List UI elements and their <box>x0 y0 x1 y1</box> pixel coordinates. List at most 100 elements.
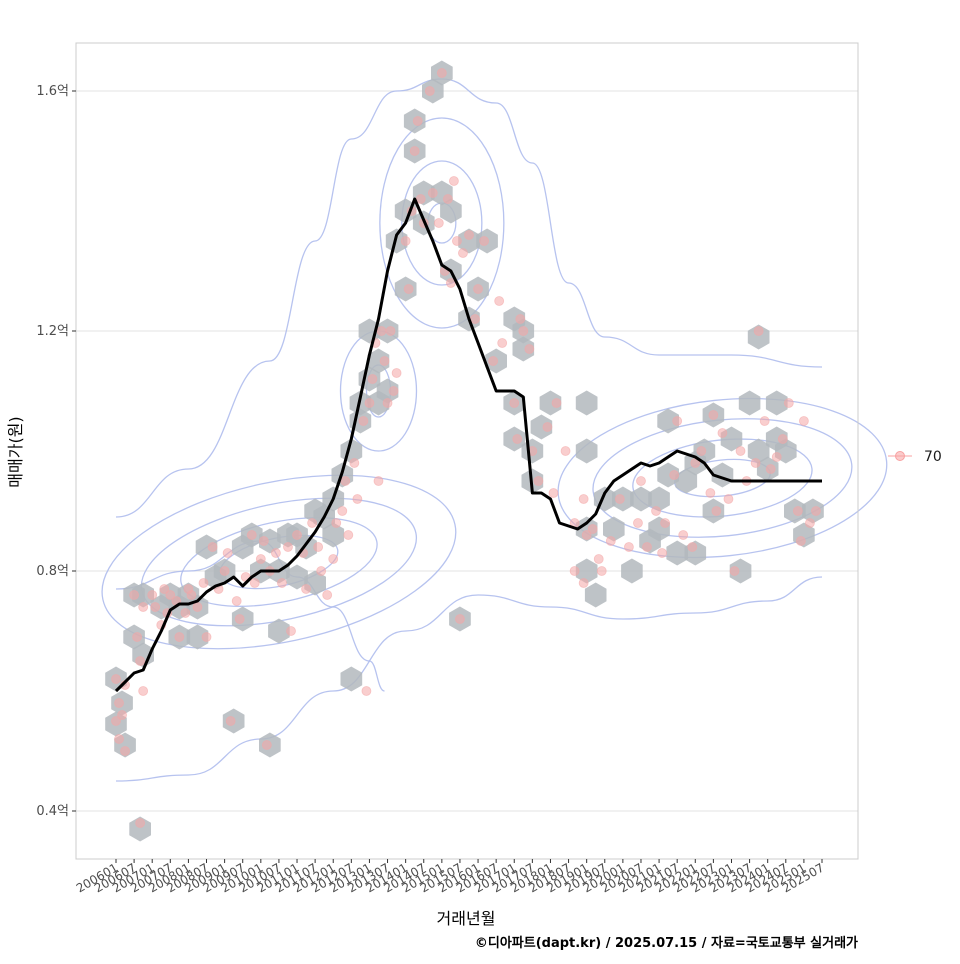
hexbin-cell <box>666 540 688 566</box>
plot-background <box>76 43 858 859</box>
transaction-point <box>711 506 722 516</box>
transaction-point <box>301 584 311 594</box>
x-axis-title: 거래년월 <box>437 909 496 928</box>
transaction-point <box>696 446 707 456</box>
transaction-point <box>343 530 354 540</box>
x-axis: 2006012006072007012007072008012008072009… <box>74 859 827 896</box>
transaction-point <box>150 602 161 612</box>
transaction-point <box>174 632 185 642</box>
y-tick-label: 1.2억 <box>36 324 69 339</box>
hexbin-cell <box>765 390 788 416</box>
transaction-point <box>642 542 652 552</box>
hexbin-cell <box>738 390 761 416</box>
transaction-point <box>805 518 815 528</box>
transaction-point <box>551 398 562 408</box>
transaction-point <box>750 458 761 468</box>
hexbin-cell <box>322 522 345 548</box>
density-contour <box>115 78 823 518</box>
transaction-point <box>231 596 242 606</box>
transaction-point <box>219 566 230 576</box>
hexbin-cell <box>286 564 308 590</box>
transaction-point <box>234 614 245 624</box>
transaction-point <box>385 326 396 336</box>
hexbin-cell <box>603 516 625 542</box>
transaction-point <box>636 476 646 486</box>
transaction-point <box>753 326 764 336</box>
transaction-point <box>198 578 209 588</box>
transaction-point <box>672 416 683 426</box>
hexbin-cell <box>747 438 770 464</box>
transaction-point <box>494 296 505 306</box>
transaction-point <box>581 530 592 540</box>
transaction-point <box>135 818 146 828</box>
transaction-point <box>192 602 203 612</box>
transaction-point <box>138 602 149 612</box>
transaction-point <box>147 590 158 600</box>
transaction-point <box>246 530 257 540</box>
transaction-point <box>180 608 191 618</box>
transaction-point <box>412 116 423 126</box>
transaction-point <box>379 356 390 366</box>
hexbin-cell <box>440 198 462 224</box>
transaction-point <box>331 518 342 528</box>
transaction-point <box>708 410 719 420</box>
hexbin-cell <box>129 816 151 842</box>
hexbin-cell <box>675 468 698 494</box>
transaction-point <box>261 740 272 750</box>
transaction-point <box>795 536 806 546</box>
transaction-point <box>705 488 716 498</box>
transaction-point <box>452 236 462 246</box>
hexbin-cell <box>367 348 390 374</box>
point-layer <box>111 68 821 828</box>
transaction-point <box>165 590 176 600</box>
y-tick-label: 0.4억 <box>36 804 69 819</box>
density-contour <box>115 576 823 782</box>
transaction-point <box>207 542 218 552</box>
transaction-point <box>605 536 616 546</box>
hexbin-cell <box>747 324 770 350</box>
hexbin-cell <box>268 618 290 644</box>
transaction-point <box>138 686 149 696</box>
hexbin-cell <box>458 228 480 254</box>
legend: 70 <box>888 449 942 465</box>
transaction-point <box>633 518 643 528</box>
hexbin-cell <box>195 534 218 560</box>
transaction-point <box>455 614 465 624</box>
transaction-point <box>403 284 414 294</box>
hexbin-cell <box>186 624 209 650</box>
transaction-point <box>542 422 553 432</box>
legend-label: 70 <box>924 449 942 465</box>
transaction-point <box>400 236 411 246</box>
transaction-point <box>409 146 420 156</box>
transaction-point <box>436 68 447 78</box>
transaction-point <box>678 530 689 540</box>
transaction-point <box>464 230 474 240</box>
transaction-point <box>255 554 266 564</box>
transaction-point <box>258 536 269 546</box>
transaction-point <box>292 530 302 540</box>
hexbin-cell <box>729 558 752 584</box>
transaction-point <box>488 356 499 366</box>
transaction-point <box>120 746 130 756</box>
transaction-point <box>376 326 387 336</box>
hexbin-cell <box>575 558 598 584</box>
transaction-point <box>283 542 293 552</box>
hexbin-cell <box>539 390 562 416</box>
transaction-point <box>512 434 523 444</box>
density-contour-ring <box>401 160 483 286</box>
transaction-point <box>651 506 661 516</box>
transaction-point <box>449 176 459 186</box>
transaction-point <box>337 506 348 516</box>
transaction-point <box>669 470 680 480</box>
transaction-point <box>771 452 782 462</box>
transaction-point <box>388 386 399 396</box>
transaction-point <box>777 434 788 444</box>
transaction-point <box>391 368 402 378</box>
hexbin-cell <box>630 486 652 512</box>
transaction-point <box>515 314 526 324</box>
density-contour-ring <box>101 474 457 650</box>
transaction-point <box>569 566 580 576</box>
transaction-point <box>129 590 140 600</box>
